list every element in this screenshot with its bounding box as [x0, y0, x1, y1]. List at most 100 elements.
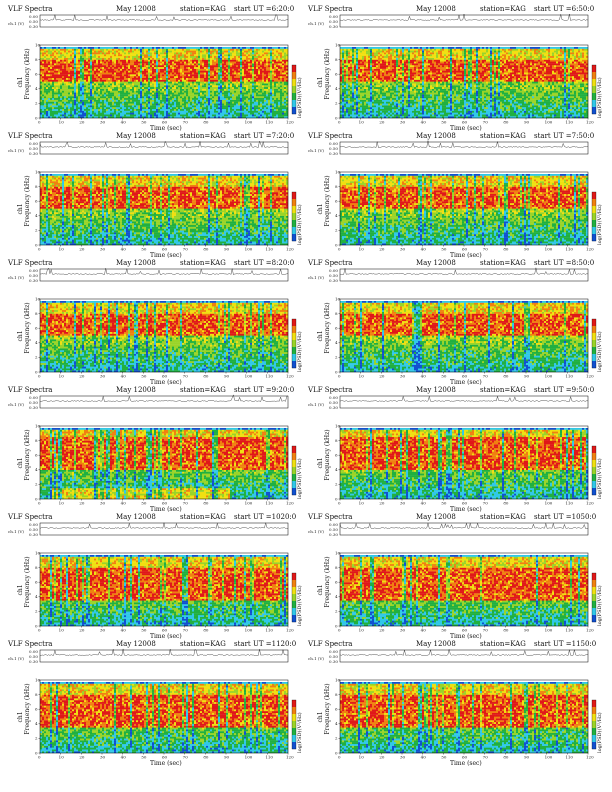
spectrogram-svg: VLF Spectra May 12008 station=KAG start UT … — [8, 257, 300, 383]
x-tick-label: 90 — [224, 755, 230, 760]
y-tick-label: 10 — [35, 296, 41, 301]
channel-waveform — [40, 523, 288, 529]
y-tick-label: 8 — [35, 184, 38, 189]
x-tick-label: 100 — [245, 247, 253, 252]
panel-station: station=KAG — [180, 640, 226, 648]
x-tick-label: 30 — [400, 374, 406, 379]
y-tick-label: 10 — [335, 550, 341, 555]
x-tick-label: 120 — [286, 628, 294, 633]
y-tick-label: 4 — [35, 340, 38, 345]
y-tick-label: 8 — [35, 311, 38, 316]
y-tick-label: 2 — [35, 482, 38, 487]
x-tick-label: 80 — [503, 374, 509, 379]
y-axis-label: Frequency (kHz) — [324, 429, 331, 480]
y-tick-label: 6 — [335, 580, 338, 585]
x-tick-label: 110 — [265, 247, 273, 252]
channel-name-label: ch1 — [17, 711, 24, 722]
x-tick-label: 30 — [100, 120, 106, 125]
x-tick-label: 110 — [565, 501, 573, 506]
x-tick-label: 110 — [565, 628, 573, 633]
x-tick-label: 70 — [183, 755, 189, 760]
x-tick-label: 50 — [141, 755, 147, 760]
x-tick-label: 70 — [483, 374, 489, 379]
colorbar — [592, 192, 596, 241]
channel-name-label: ch1 — [17, 584, 24, 595]
spectrogram-panel: VLF Spectra May 12008 station=KAG start UT … — [308, 257, 598, 387]
channel-name-label: ch1 — [17, 76, 24, 87]
x-tick-label: 0 — [338, 501, 341, 506]
x-tick-label: 50 — [141, 628, 147, 633]
panel-start-ut: start UT =8:20:0 — [234, 259, 294, 267]
x-tick-label: 30 — [100, 755, 106, 760]
y-tick-label: 10 — [335, 42, 341, 47]
x-tick-label: 100 — [545, 120, 553, 125]
channel-axis-label: ch.1 (V) — [308, 21, 324, 26]
x-tick-label: 60 — [162, 501, 168, 506]
x-tick-label: 20 — [79, 628, 85, 633]
panel-title: VLF Spectra — [307, 513, 352, 521]
x-tick-label: 50 — [441, 755, 447, 760]
channel-axis-label: ch.1 (V) — [8, 402, 24, 407]
y-axis-label: Frequency (kHz) — [24, 429, 31, 480]
y-tick-label: 6 — [35, 580, 38, 585]
channel-name-label: ch1 — [17, 203, 24, 214]
y-tick-label: 4 — [35, 213, 38, 218]
x-tick-label: 10 — [359, 755, 365, 760]
x-tick-label: 60 — [462, 374, 468, 379]
colorbar — [592, 319, 596, 368]
x-tick-label: 120 — [286, 120, 294, 125]
x-tick-label: 80 — [503, 501, 509, 506]
channel-axis-label: ch.1 (V) — [8, 275, 24, 280]
x-tick-label: 10 — [359, 247, 365, 252]
y-tick-label: 8 — [335, 438, 338, 443]
x-tick-label: 40 — [421, 247, 427, 252]
channel-name-label: ch1 — [17, 457, 24, 468]
channel-name-label: ch1 — [317, 584, 324, 595]
spectrogram-svg: VLF Spectra May 12008 station=KAG start UT … — [8, 130, 300, 256]
channel-name-label: ch1 — [317, 711, 324, 722]
x-tick-label: 50 — [441, 247, 447, 252]
x-tick-label: 80 — [503, 120, 509, 125]
x-tick-label: 100 — [545, 374, 553, 379]
panel-date: May 12008 — [416, 5, 456, 13]
panel-station: station=KAG — [480, 5, 526, 13]
channel-name-label: ch1 — [317, 203, 324, 214]
panel-title: VLF Spectra — [7, 132, 52, 140]
y-tick-label: 4 — [35, 86, 38, 91]
x-tick-label: 80 — [503, 628, 509, 633]
x-tick-label: 70 — [183, 247, 189, 252]
y-tick-label: 6 — [335, 326, 338, 331]
channel-tick-label: 0.30 — [329, 151, 338, 156]
panel-date: May 12008 — [116, 132, 156, 140]
panel-start-ut: start UT =7:50:0 — [534, 132, 594, 140]
spectrogram-panel: VLF Spectra May 12008 station=KAG start UT … — [308, 511, 598, 641]
x-tick-label: 100 — [245, 501, 253, 506]
x-tick-label: 40 — [121, 247, 127, 252]
x-tick-label: 50 — [141, 374, 147, 379]
colorbar-label: log(PSD)(V²/Hz) — [296, 585, 303, 626]
colorbar-label: log(PSD)(V²/Hz) — [596, 712, 603, 753]
y-tick-label: 2 — [35, 609, 38, 614]
x-tick-label: 120 — [586, 501, 594, 506]
x-tick-label: 70 — [483, 501, 489, 506]
panel-station: station=KAG — [480, 132, 526, 140]
panel-title: VLF Spectra — [7, 386, 52, 394]
y-tick-label: 6 — [35, 453, 38, 458]
x-tick-label: 40 — [121, 628, 127, 633]
spectrogram-image — [40, 299, 288, 372]
x-tick-label: 50 — [441, 628, 447, 633]
x-tick-label: 30 — [400, 120, 406, 125]
x-tick-label: 110 — [265, 120, 273, 125]
colorbar — [292, 65, 296, 114]
x-tick-label: 40 — [121, 374, 127, 379]
channel-name-label: ch1 — [17, 330, 24, 341]
channel-waveform — [40, 15, 288, 21]
panel-date: May 12008 — [116, 259, 156, 267]
panel-title: VLF Spectra — [7, 259, 52, 267]
x-tick-label: 60 — [462, 628, 468, 633]
y-tick-label: 10 — [335, 677, 341, 682]
panel-title: VLF Spectra — [307, 640, 352, 648]
x-tick-label: 0 — [38, 374, 41, 379]
x-tick-label: 120 — [286, 247, 294, 252]
x-tick-label: 20 — [379, 247, 385, 252]
